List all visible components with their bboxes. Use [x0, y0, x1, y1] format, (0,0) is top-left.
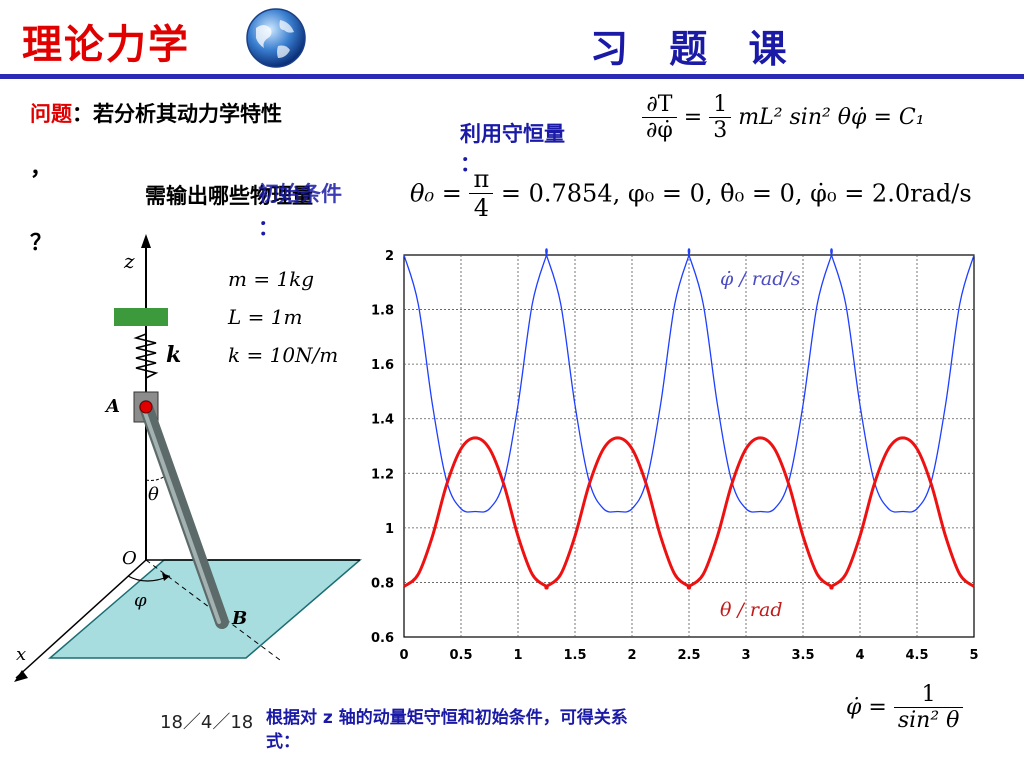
label-theta: θ [148, 484, 159, 505]
param-k: k = 10N/m [228, 343, 339, 367]
x-tick-label: 1 [513, 648, 522, 663]
rod-ab [139, 400, 229, 629]
footer-note-line2: 式： [266, 732, 300, 752]
eq1-denominator: ∂φ̇ [646, 118, 673, 143]
pivot-a [139, 400, 153, 414]
response-chart: 0 0.5 1 1.5 2 2.5 3 3.5 4 4.5 5 0.6 0.8 1 1.2 1.4 1.6 1.… [371, 248, 979, 663]
relation-equation: φ̇ = 1 sin² θ [846, 682, 964, 733]
eq2-rhs: = 0.7854, φ₀ = 0, θ̇₀ = 0, φ̇₀ = 2.0rad/… [500, 179, 972, 208]
init-conditions-colon: ： [258, 216, 279, 240]
param-m: m = 1kg [228, 267, 315, 291]
y-tick-label: 1.4 [371, 413, 394, 428]
y-tick-label: 2 [385, 249, 394, 264]
question-label: 问题 [30, 102, 72, 126]
conservation-equation: ∂T ∂φ̇ = 1 3 mL² sin² θφ̇ = C₁ [642, 92, 925, 143]
x-tick-label: 2.5 [677, 648, 700, 663]
label-o: O [122, 548, 137, 569]
eq3-den: sin² θ [897, 708, 960, 733]
parameter-list: m = 1kg L = 1m k = 10N/m [228, 260, 338, 374]
x-tick-label: 4.5 [905, 648, 928, 663]
x-tick-label: 3.5 [791, 648, 814, 663]
header-title: 理论力学 [22, 22, 190, 68]
label-b: B [231, 608, 247, 629]
eq1-third-fraction: 1 3 [709, 92, 732, 143]
init-conditions-label: 初始条件 [258, 182, 342, 206]
x-tick-label: 0 [399, 648, 408, 663]
header-divider [0, 74, 1024, 79]
y-tick-label: 1.8 [371, 304, 394, 319]
eq1-partial-fraction: ∂T ∂φ̇ [642, 92, 677, 143]
eq1-third-den: 3 [713, 118, 728, 143]
question-mark: ？ [30, 231, 53, 256]
y-tick-label: 0.8 [371, 576, 394, 591]
x-axis [15, 559, 147, 679]
header-subtitle: 习 题 课 [590, 27, 801, 71]
chart-series [403, 248, 975, 590]
x-tick-label: 3 [741, 648, 750, 663]
annotation-phidot: φ̇ / rad/s [720, 268, 801, 290]
eq2-lhs: θ₀ = [410, 179, 462, 208]
x-tick-label: 5 [969, 648, 978, 663]
x-tick-label: 2 [627, 648, 636, 663]
spring [133, 326, 159, 382]
series-phidot-line [403, 248, 975, 513]
conserve-colon: ： [460, 152, 481, 176]
x-tick-label: 1.5 [563, 648, 586, 663]
label-k: k [166, 342, 181, 368]
question-line: 问题：若分析其动力学特性 [30, 100, 282, 128]
eq3-lhs: φ̇ = [846, 695, 887, 720]
label-phi: φ [134, 590, 147, 611]
globe-icon [246, 8, 306, 68]
y-tick-label: 0.6 [371, 631, 394, 646]
annotation-theta: θ / rad [720, 599, 783, 621]
x-tick-label: 4 [855, 648, 864, 663]
chart-grid [404, 255, 974, 637]
footer-note-line1: 根据对 z 轴的动量矩守恒和初始条件，可得关系 [266, 708, 628, 728]
slide-date: 18／4／18 [160, 712, 254, 733]
eq3-num: 1 [893, 682, 964, 708]
y-tick-label: 1.6 [371, 358, 394, 373]
eq2-den: 4 [473, 194, 489, 222]
question-text: ：若分析其动力学特性 [72, 102, 282, 126]
fixed-block [114, 308, 168, 326]
eq2-fraction: π 4 [469, 165, 494, 222]
param-l: L = 1m [228, 305, 303, 329]
label-a: A [104, 396, 120, 417]
y-tick-labels: 0.6 0.8 1 1.2 1.4 1.6 1.8 2 [371, 249, 394, 646]
eq1-tail: mL² sin² θφ̇ = C₁ [738, 105, 925, 130]
x-tick-labels: 0 0.5 1 1.5 2 2.5 3 3.5 4 4.5 5 [399, 648, 978, 663]
footer-note: 根据对 z 轴的动量矩守恒和初始条件，可得关系 式： [266, 706, 628, 754]
z-axis-arrow [141, 234, 151, 248]
series-theta-line [403, 436, 975, 590]
question-comma: ， [30, 156, 53, 181]
y-tick-label: 1.2 [371, 467, 394, 482]
mechanism-diagram: z k A θ O φ B x [14, 234, 363, 682]
eq2-num: π [469, 165, 494, 194]
initial-conditions-equation: θ₀ = π 4 = 0.7854, φ₀ = 0, θ̇₀ = 0, φ̇₀ … [410, 165, 972, 222]
eq3-fraction: 1 sin² θ [893, 682, 964, 733]
x-tick-label: 0.5 [449, 648, 472, 663]
conserve-label: 利用守恒量 [460, 122, 565, 146]
eq1-numerator: ∂T [642, 92, 677, 118]
label-x: x [16, 644, 26, 665]
y-tick-label: 1 [385, 522, 394, 537]
question-need: 需输出哪些物理量 [145, 184, 313, 208]
label-z: z [123, 249, 135, 273]
eq1-third-num: 1 [709, 92, 732, 118]
